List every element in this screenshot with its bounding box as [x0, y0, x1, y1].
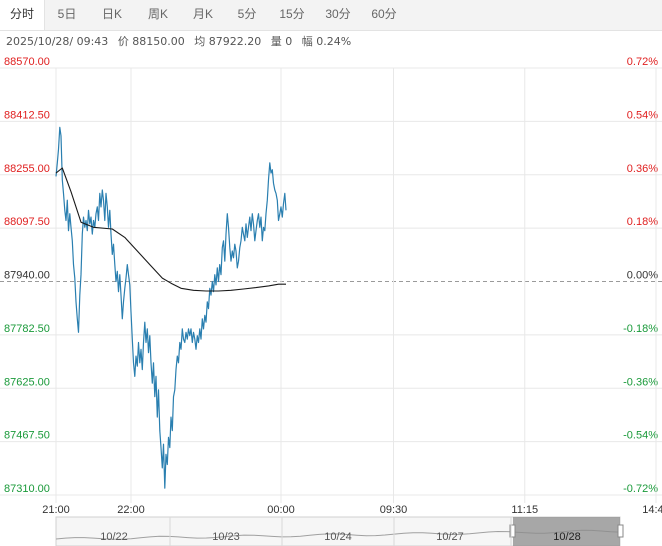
y-tick-label: 87940.00 [4, 270, 50, 282]
pct-tick-label: 0.00% [627, 270, 658, 282]
y-tick-label: 87310.00 [4, 483, 50, 495]
tab-6[interactable]: 15分 [279, 7, 305, 21]
y-tick-label: 88255.00 [4, 163, 50, 175]
pct-tick-label: -0.18% [623, 323, 658, 335]
pct-tick-label: -0.54% [623, 430, 658, 442]
tab-0[interactable]: 分时 [0, 0, 45, 30]
info-volume: 量 0 [270, 35, 293, 48]
tab-2[interactable]: 日K [101, 7, 122, 21]
tab-3[interactable]: 周K [147, 7, 168, 21]
y-tick-label: 88097.50 [4, 216, 50, 228]
info-datetime: 2025/10/28/ 09:43 [6, 35, 109, 48]
pct-tick-label: 0.18% [627, 216, 658, 228]
pct-tick-label: -0.36% [623, 376, 658, 388]
period-tabs: 分时 5日 日K 周K 月K 5分 15分 30分 60分 [0, 0, 662, 31]
pct-tick-label: -0.72% [623, 483, 658, 495]
y-tick-label: 88570.00 [4, 56, 50, 68]
navigator-date-label: 10/23 [212, 531, 240, 543]
average-line [55, 167, 286, 292]
navigator-date-label: 10/28 [553, 531, 581, 543]
pct-tick-label: 0.54% [627, 109, 658, 121]
y-tick-label: 87625.00 [4, 376, 50, 388]
tab-5[interactable]: 5分 [237, 7, 257, 21]
y-tick-label: 87782.50 [4, 323, 50, 335]
price-line [55, 126, 287, 489]
x-tick-label: 22:00 [117, 504, 145, 516]
navigator-window [513, 517, 620, 546]
x-tick-label: 14:45 [642, 504, 662, 516]
info-price: 价 88150.00 [117, 35, 185, 48]
x-tick-label: 00:00 [267, 504, 295, 516]
navigator-date-label: 10/24 [324, 531, 352, 543]
x-tick-label: 11:15 [511, 504, 538, 516]
tab-4[interactable]: 月K [192, 7, 213, 21]
pct-tick-label: 0.72% [627, 56, 658, 68]
pct-tick-label: 0.36% [627, 163, 658, 175]
navigator-handle-right [617, 524, 624, 538]
x-tick-label: 21:00 [42, 504, 70, 516]
navigator-date-label: 10/27 [436, 531, 464, 543]
y-tick-label: 88412.50 [4, 109, 50, 121]
tab-8[interactable]: 60分 [371, 7, 397, 21]
tab-1[interactable]: 5日 [57, 7, 77, 21]
y-tick-label: 87467.50 [4, 430, 50, 442]
quote-info-line: 2025/10/28/ 09:43 价 88150.00 均 87922.20 … [6, 33, 357, 49]
info-change: 幅 0.24% [301, 35, 352, 48]
x-tick-label: 09:30 [380, 504, 408, 516]
navigator-date-label: 10/22 [100, 531, 128, 543]
info-average: 均 87922.20 [194, 35, 262, 48]
navigator-handle-left [509, 524, 516, 538]
tab-7[interactable]: 30分 [325, 7, 351, 21]
